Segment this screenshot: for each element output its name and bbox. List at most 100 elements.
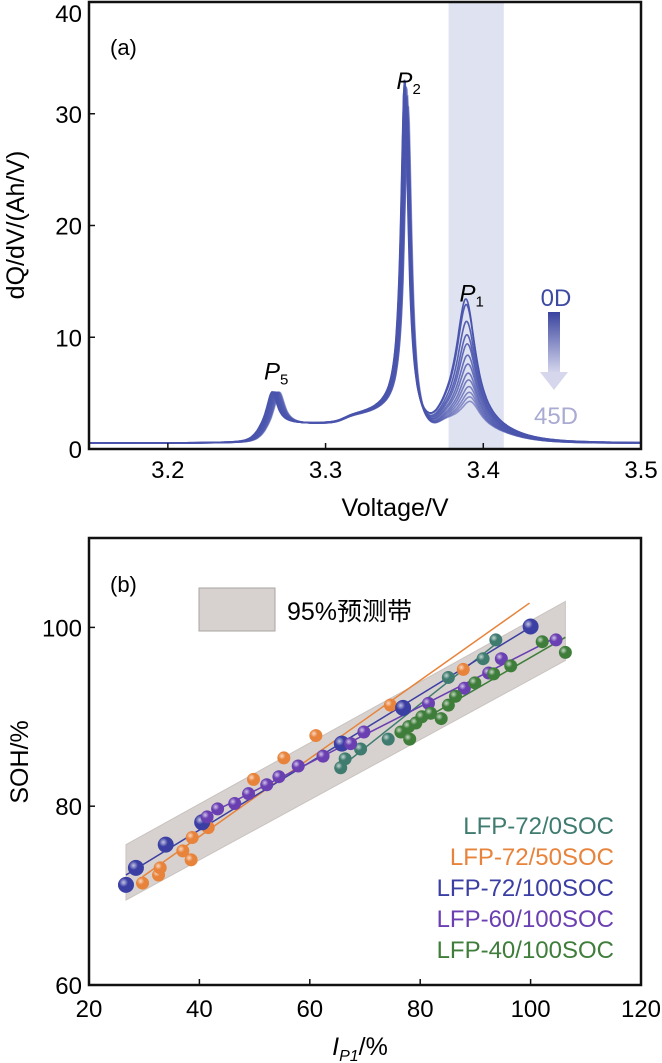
- y-axis-label-b: SOH/%: [6, 720, 34, 803]
- data-point: [403, 732, 417, 746]
- data-point: [272, 770, 286, 784]
- x-label-sub: P1: [339, 1048, 359, 1063]
- x-tick-label-a: 3.3: [309, 457, 342, 484]
- x-tick-label-b: 60: [296, 996, 323, 1023]
- y-tick-label-a: 10: [55, 325, 82, 352]
- dqdv-curve: [89, 109, 641, 444]
- data-point: [246, 772, 260, 786]
- data-point: [153, 861, 167, 875]
- y-tick-label-b: 60: [55, 973, 82, 1000]
- series-legend: LFP-72/0SOC LFP-72/50SOC LFP-72/100SOC LFP-…: [437, 813, 614, 964]
- legend-entry: LFP-60/100SOC: [437, 906, 614, 933]
- data-point: [291, 759, 305, 773]
- data-point: [157, 836, 174, 853]
- y-axis-label-a: dQ/dV/(Ah/V): [2, 151, 30, 300]
- panel-label-b: (b): [110, 572, 137, 597]
- x-tick-label-a: 3.4: [467, 457, 500, 484]
- plot-frame-b: [87, 536, 643, 987]
- data-point: [383, 698, 397, 712]
- data-point: [127, 859, 144, 876]
- dqdv-curve: [89, 97, 641, 444]
- x-tick-label-a: 3.2: [151, 457, 184, 484]
- data-point: [136, 876, 150, 890]
- panel-b-soh-scatter: 20 40 60 80 100 120 60 80 100 (b) 95%预测带 LFP-72/…: [6, 536, 661, 1063]
- data-point: [344, 737, 358, 751]
- dqdv-curve: [89, 89, 641, 444]
- data-point: [228, 797, 242, 811]
- y-tick-label-b: 100: [42, 615, 82, 642]
- aging-end-label: 45D: [534, 403, 578, 430]
- band-legend-swatch: [198, 587, 276, 632]
- y-tick-label-a: 0: [69, 437, 82, 464]
- data-point: [449, 689, 463, 703]
- x-tick-label-a: 3.5: [624, 457, 657, 484]
- band-legend-label: 95%预测带: [287, 598, 412, 626]
- aging-arrow-shaft: [548, 312, 560, 374]
- dqdv-curve: [89, 103, 641, 444]
- x-label-italic: I: [332, 1033, 339, 1061]
- data-point: [184, 853, 198, 867]
- dqdv-curve: [89, 79, 641, 444]
- peak-label: P1: [460, 280, 484, 310]
- dqdv-curve: [89, 113, 641, 444]
- data-point: [185, 830, 199, 844]
- data-point: [434, 712, 448, 726]
- data-point: [457, 681, 471, 695]
- aging-start-label: 0D: [541, 285, 572, 312]
- legend-entry: LFP-72/100SOC: [437, 875, 614, 902]
- y-tick-label-a: 40: [55, 1, 82, 28]
- dqdv-curve: [89, 86, 641, 444]
- data-point: [558, 645, 572, 659]
- data-point: [441, 698, 455, 712]
- data-point: [489, 633, 503, 647]
- data-point: [522, 618, 539, 635]
- peak-label: P2: [396, 68, 420, 98]
- data-point: [476, 652, 490, 666]
- x-axis-label-b: IP1/%: [332, 1033, 388, 1063]
- y-tick-label-a: 20: [55, 214, 82, 241]
- data-point: [338, 752, 352, 766]
- data-point: [309, 729, 323, 743]
- dqdv-curve: [89, 84, 641, 444]
- data-point: [242, 787, 256, 801]
- data-point: [494, 652, 508, 666]
- data-point: [176, 844, 190, 858]
- data-point: [549, 633, 563, 647]
- dqdv-curve: [89, 119, 641, 444]
- data-point: [316, 749, 330, 763]
- aging-arrow-head: [540, 372, 568, 390]
- panel-a-dqdv-chart: 3.2 3.3 3.4 3.5 0 10 20 30 40 (a) Voltage/V dQ/d…: [2, 0, 658, 522]
- dqdv-curve: [89, 106, 641, 444]
- data-point: [395, 699, 412, 716]
- data-point: [535, 635, 549, 649]
- y-tick-label-b: 80: [55, 794, 82, 821]
- x-tick-label-b: 100: [511, 996, 551, 1023]
- x-tick-label-b: 40: [186, 996, 213, 1023]
- x-label-rest: /%: [359, 1033, 388, 1061]
- dqdv-curve: [89, 94, 641, 444]
- y-tick-label-a: 30: [55, 102, 82, 129]
- data-point: [487, 667, 501, 681]
- data-point: [354, 742, 368, 756]
- x-tick-label-b: 120: [621, 996, 661, 1023]
- dqdv-curve: [89, 103, 641, 444]
- panel-label-a: (a): [110, 35, 137, 60]
- data-point: [424, 706, 438, 720]
- data-point: [468, 676, 482, 690]
- data-point: [277, 751, 291, 765]
- data-point: [441, 670, 455, 684]
- legend-entry: LFP-72/50SOC: [450, 844, 614, 871]
- data-point: [211, 802, 225, 816]
- x-tick-label-b: 20: [76, 996, 103, 1023]
- legend-entry: LFP-72/0SOC: [463, 813, 614, 840]
- data-point: [504, 659, 518, 673]
- data-point: [260, 778, 274, 792]
- dqdv-curve: [89, 94, 641, 444]
- data-point: [421, 696, 435, 710]
- data-point: [357, 725, 371, 739]
- data-point: [381, 732, 395, 746]
- x-axis-label-a: Voltage/V: [341, 494, 448, 522]
- legend-entry: LFP-40/100SOC: [437, 937, 614, 964]
- data-point: [456, 662, 470, 676]
